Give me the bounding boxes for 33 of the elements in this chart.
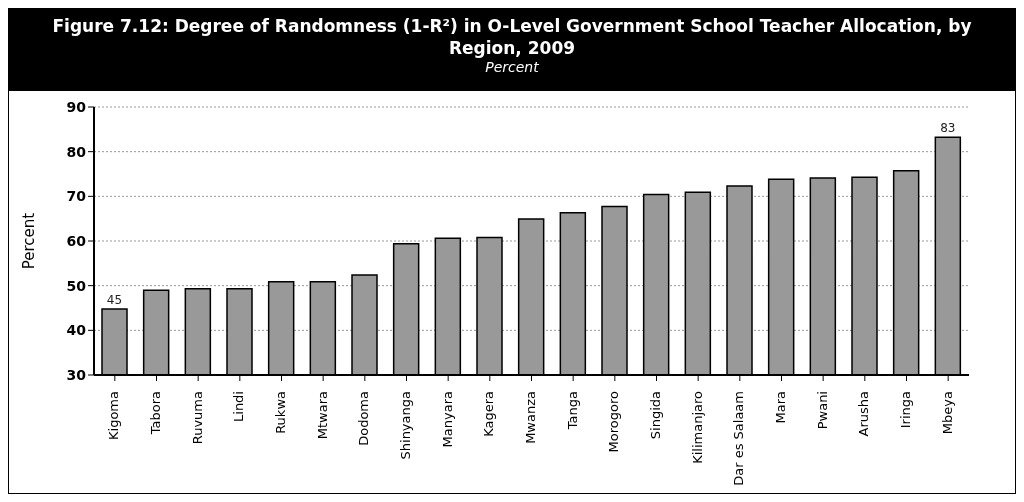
y-tick-label: 90 (66, 98, 87, 115)
x-tick-label: Iringa (898, 391, 913, 429)
x-tick-label: Arusha (856, 391, 872, 437)
x-tick-label: Tabora (148, 391, 163, 436)
y-axis-title: Percent (20, 212, 39, 270)
chart-title: Figure 7.12: Degree of Randomness (1-R²) in O-Level Government School Teacher Allocation, by Region, 2009 (51, 15, 973, 59)
x-tick-label: Dodoma (356, 391, 372, 446)
x-tick-label: Tanga (564, 391, 580, 431)
y-tick-label: 40 (66, 322, 87, 339)
x-tick-label: Shinyanga (398, 391, 413, 460)
x-tick-label: Rukwa (273, 391, 288, 434)
x-tick-label: Kagera (481, 391, 497, 437)
data-label: 45 (106, 292, 123, 307)
y-tick-label: 50 (66, 277, 87, 294)
y-tick-label: 60 (66, 232, 87, 249)
x-tick-label: Lindi (231, 391, 247, 422)
x-tick-label: Singida (648, 391, 663, 440)
x-tick-label: Mara (773, 391, 788, 424)
y-tick-label: 30 (66, 366, 87, 383)
x-tick-label: Morogoro (606, 390, 622, 453)
x-tick-label: Kigoma (106, 391, 122, 440)
x-tick-label: Dar es Salaam (731, 391, 747, 486)
y-tick-label: 80 (66, 143, 87, 160)
x-tick-label: Manyara (439, 391, 455, 448)
x-tick-label: Pwani (814, 391, 830, 430)
x-tick-label: Mbeya (939, 391, 955, 435)
x-tick-label: Kilimanjaro (689, 390, 705, 464)
y-tick-label: 70 (66, 188, 87, 205)
chart-subtitle: Percent (484, 59, 540, 75)
x-tick-label: Ruvuma (189, 391, 205, 445)
data-label: 83 (940, 121, 956, 136)
x-tick-label: Mtwara (314, 391, 330, 440)
x-tick-label: Mwanza (523, 391, 538, 444)
